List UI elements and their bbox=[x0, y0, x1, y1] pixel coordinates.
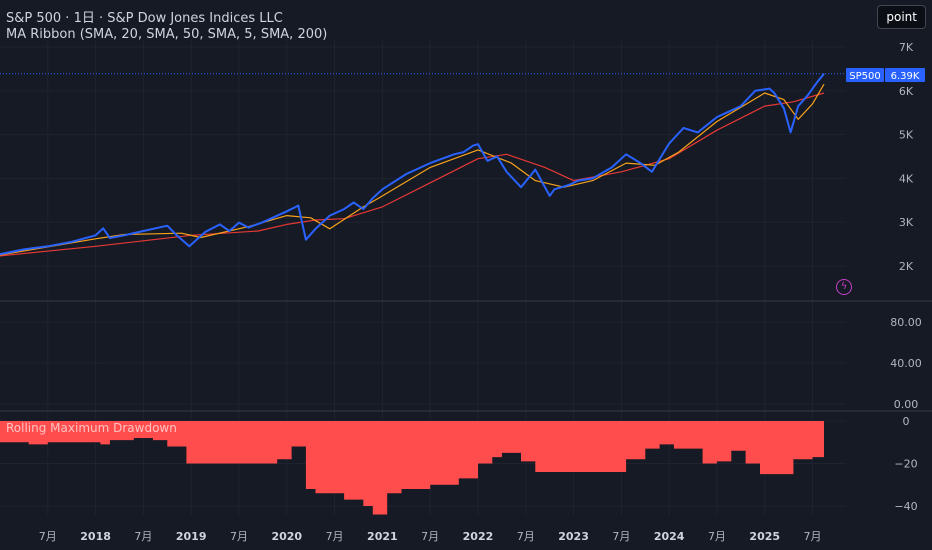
x-tick-label: 7月 bbox=[39, 530, 57, 543]
symbol-tag-text: SP500 bbox=[849, 71, 880, 82]
x-tick-label: 2021 bbox=[367, 530, 398, 543]
y-tick-label: 40.00 bbox=[890, 357, 922, 370]
series-sma-50 bbox=[0, 83, 825, 256]
panel-separators bbox=[0, 300, 932, 412]
y-tick-label: 4K bbox=[899, 172, 914, 185]
x-axis-labels: 7月 2018 7月 2019 7月 2020 7月 2021 7月 2022 7月 2023 7月 20… bbox=[39, 530, 822, 543]
x-tick-label: 7月 bbox=[230, 530, 248, 543]
x-tick-label: 2024 bbox=[654, 530, 685, 543]
x-tick-label: 7月 bbox=[517, 530, 535, 543]
y-tick-label: 6K bbox=[899, 85, 914, 98]
y-tick-label: 0.00 bbox=[894, 398, 919, 411]
y-tick-label: 2K bbox=[899, 260, 914, 273]
drawdown-area bbox=[0, 421, 824, 515]
y-tick-label: 0 bbox=[903, 415, 910, 428]
x-tick-label: 7月 bbox=[134, 530, 152, 543]
x-tick-label: 2023 bbox=[558, 530, 589, 543]
drawdown-panel-label: Rolling Maximum Drawdown bbox=[6, 421, 177, 435]
y-tick-label: 7K bbox=[899, 41, 914, 54]
x-tick-label: 7月 bbox=[804, 530, 822, 543]
indicator-legend[interactable]: MA Ribbon (SMA, 20, SMA, 50, SMA, 5, SMA… bbox=[6, 27, 328, 42]
x-tick-label: 7月 bbox=[421, 530, 439, 543]
y-tick-label: 3K bbox=[899, 216, 914, 229]
point-button[interactable]: point bbox=[877, 5, 926, 29]
x-tick-label: 2019 bbox=[176, 530, 207, 543]
drawdown-fill bbox=[0, 421, 824, 515]
x-tick-label: 2020 bbox=[271, 530, 302, 543]
chart-title[interactable]: S&P 500 · 1日 · S&P Dow Jones Indices LLC bbox=[6, 11, 283, 26]
last-price-tag[interactable]: SP500 6.39K bbox=[846, 68, 925, 82]
y-tick-label: 80.00 bbox=[890, 316, 922, 329]
flash-icon[interactable]: ϟ bbox=[836, 279, 852, 295]
series-sp500 bbox=[0, 73, 825, 256]
x-tick-label: 7月 bbox=[612, 530, 630, 543]
y-axis-labels: 2K 3K 4K 5K 6K 7K 0.00 40.00 80.00 0 −20 −40 bbox=[890, 41, 922, 513]
x-tick-label: 7月 bbox=[708, 530, 726, 543]
y-tick-label: 5K bbox=[899, 129, 914, 142]
x-tick-label: 2025 bbox=[749, 530, 780, 543]
x-tick-label: 7月 bbox=[326, 530, 344, 543]
price-tag-bg bbox=[885, 68, 925, 82]
x-tick-label: 2018 bbox=[80, 530, 111, 543]
series-sma-200 bbox=[0, 92, 825, 257]
price-tag-text: 6.39K bbox=[891, 71, 920, 82]
y-tick-label: −20 bbox=[894, 458, 917, 471]
y-tick-label: −40 bbox=[894, 500, 917, 513]
x-tick-label: 2022 bbox=[463, 530, 494, 543]
symbol-tag-bg bbox=[846, 68, 884, 82]
price-lines bbox=[0, 73, 846, 257]
